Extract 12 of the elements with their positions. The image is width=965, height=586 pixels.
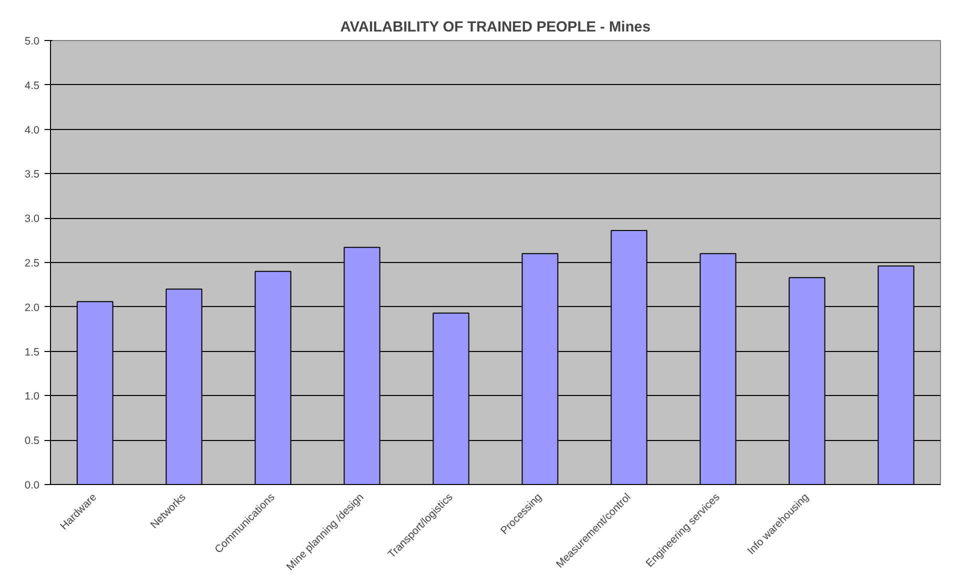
chart-title: AVAILABILITY OF TRAINED PEOPLE - Mines: [340, 20, 650, 36]
y-tick-label: 4.0: [24, 124, 40, 136]
y-tick-label: 2.0: [24, 302, 40, 314]
y-tick-label: 0.0: [24, 480, 40, 492]
y-tick-label: 4.5: [24, 80, 40, 92]
y-tick-label: 1.5: [24, 346, 40, 358]
y-tick-label: 3.0: [24, 213, 40, 226]
y-tick-label: 5.0: [24, 36, 40, 48]
y-tick-label: 0.5: [24, 435, 40, 448]
y-tick-label: 2.5: [24, 258, 40, 270]
y-tick-label: 1.0: [24, 390, 40, 403]
y-tick-label: 3.5: [24, 168, 40, 181]
